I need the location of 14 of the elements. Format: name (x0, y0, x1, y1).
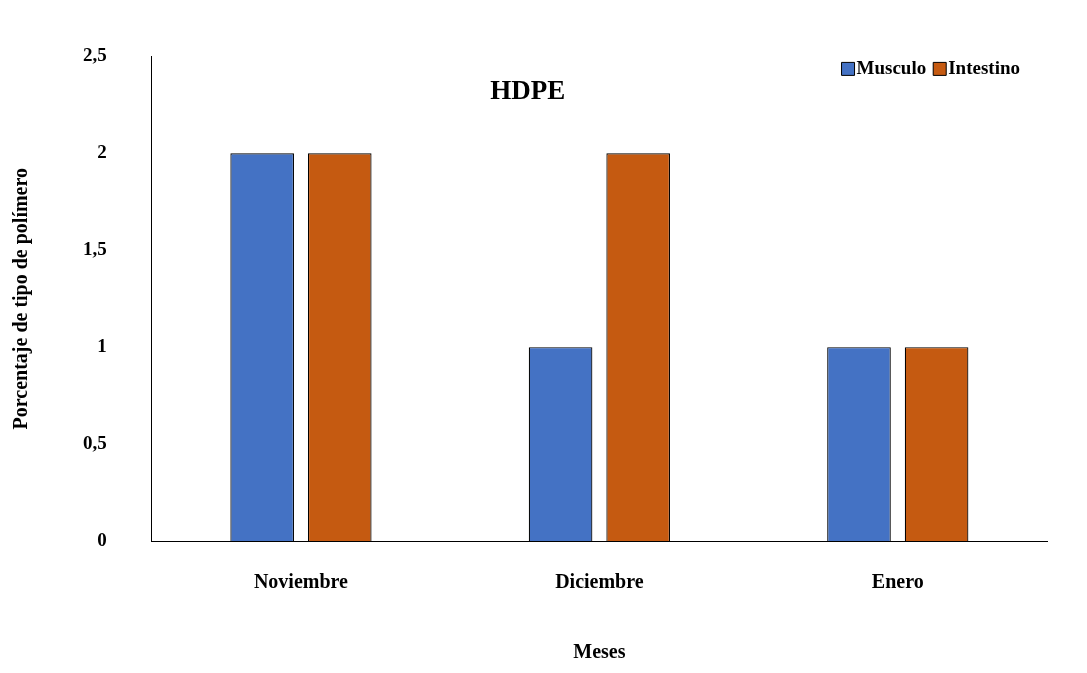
text: HDPE (490, 75, 566, 106)
x-axis-title: Meses (573, 640, 626, 663)
x-tick-label: Noviembre (253, 570, 349, 593)
y-tick-label: 2,5 (83, 44, 107, 66)
y-tick-label: 0,5 (83, 431, 107, 453)
y-tick-label: 1,5 (83, 238, 107, 260)
x-tick-label: Diciembre (555, 570, 644, 593)
legend-label: Intestino (948, 57, 1021, 79)
y-tick-label: 0 (97, 528, 107, 550)
y-tick-label: 1 (97, 335, 107, 357)
y-tick-label: 2 (97, 141, 107, 163)
y-axis-title: Porcentaje de tipo de polímero (9, 167, 33, 430)
x-tick-label: Enero (871, 570, 924, 593)
legend-label: Musculo (856, 57, 927, 79)
